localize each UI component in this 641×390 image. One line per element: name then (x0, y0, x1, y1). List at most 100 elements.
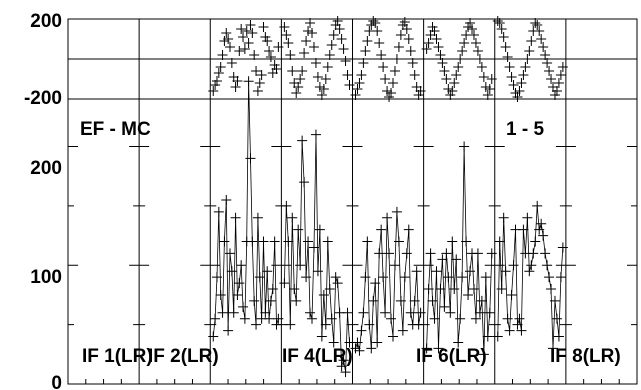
amplitude-point (512, 319, 523, 330)
phase-point (336, 34, 347, 44)
amplitude-point (484, 307, 495, 318)
amplitude-point (330, 272, 341, 283)
amplitude-point (397, 325, 408, 336)
phase-point (226, 58, 237, 68)
phase-point (463, 22, 474, 32)
amplitude-point (223, 325, 234, 336)
plot-frames (67, 18, 638, 385)
phase-point (470, 38, 481, 48)
amplitude-point (553, 331, 564, 342)
phase-point (340, 56, 351, 66)
amplitude-point (382, 212, 393, 223)
phase-point (393, 42, 404, 52)
amplitude-point (234, 278, 245, 289)
amplitude-point (374, 248, 385, 259)
phase-point (405, 46, 416, 56)
amplitude-point (260, 307, 271, 318)
amplitude-point (451, 254, 462, 265)
amplitude-line-if4 (284, 134, 350, 373)
phase-point (524, 46, 535, 56)
amplitude-point (524, 266, 535, 277)
phase-point (555, 70, 566, 80)
phase-point (285, 50, 296, 60)
phase-point (407, 58, 418, 68)
amplitude-point (219, 236, 230, 247)
amplitude-point (461, 236, 472, 247)
amplitude-point (384, 248, 395, 259)
phase-point (423, 38, 434, 48)
phase-point (484, 84, 495, 94)
phase-point (447, 86, 458, 96)
amplitude-point (211, 272, 222, 283)
amplitude-point (362, 236, 373, 247)
phase-point (224, 42, 235, 52)
amplitude-point (435, 284, 446, 294)
amplitude-point (318, 289, 329, 300)
phase-point (553, 78, 564, 88)
amplitude-point (305, 307, 316, 318)
amplitude-point (459, 141, 470, 152)
phase-point (427, 22, 438, 32)
amplitude-point (376, 224, 387, 235)
phase-point (332, 16, 343, 26)
phase-point (439, 66, 450, 76)
amplitude-point (411, 266, 422, 277)
if-label-4: IF 4(LR) (282, 346, 353, 367)
amplitude-point (386, 313, 397, 324)
amplitude-point (555, 272, 566, 283)
amplitude-point (252, 212, 263, 223)
amplitude-point (546, 284, 557, 294)
amplitude-point (478, 349, 489, 360)
amplitude-point (299, 177, 310, 188)
amplitude-point (215, 289, 226, 300)
if-label-2: IF 2(LR) (148, 346, 219, 367)
amplitude-point (526, 260, 537, 271)
amplitude-point (249, 295, 260, 306)
phase-point (403, 34, 414, 44)
amplitude-point (514, 313, 525, 324)
amplitude-point (506, 289, 517, 300)
phase-point (492, 16, 503, 26)
phase-point (502, 52, 513, 62)
amplitude-point (354, 345, 365, 356)
phase-point (542, 58, 553, 68)
amplitude-point (443, 272, 454, 283)
phase-point (299, 48, 310, 58)
amplitude-point (518, 224, 529, 235)
phase-point (437, 58, 448, 68)
amplitude-point (548, 343, 559, 354)
amplitude-point (387, 331, 398, 342)
phase-point (494, 18, 505, 28)
amplitude-point (433, 343, 444, 354)
phase-point (453, 62, 464, 72)
phase-point (465, 18, 476, 28)
amplitude-point (265, 295, 276, 306)
amplitude-point (314, 224, 325, 235)
phase-point (210, 80, 221, 90)
amplitude-point (494, 236, 505, 247)
amplitude-point (413, 319, 424, 330)
amplitude-point (399, 272, 410, 283)
amplitude-point (239, 313, 250, 324)
amp-ytick-0: 0 (51, 373, 62, 390)
amplitude-point (332, 278, 343, 289)
amplitude-point (472, 248, 483, 259)
amplitude-point (243, 76, 254, 87)
amplitude-point (486, 248, 497, 259)
amplitude-point (403, 224, 414, 235)
phase-point (289, 78, 300, 88)
panel-label-scan: 1 - 5 (506, 119, 544, 140)
amplitude-point (482, 331, 493, 342)
amplitude-point (557, 242, 568, 253)
phase-point (368, 16, 379, 26)
amplitude-point (358, 307, 369, 318)
phase-point (281, 30, 292, 40)
phase-point (421, 44, 432, 54)
phase-point (262, 36, 273, 46)
amplitude-point (480, 272, 491, 283)
phase-point (544, 66, 555, 76)
phase-point (279, 22, 290, 32)
phase-point (215, 62, 226, 72)
amplitude-point (445, 307, 456, 318)
amplitude-point (312, 266, 323, 277)
